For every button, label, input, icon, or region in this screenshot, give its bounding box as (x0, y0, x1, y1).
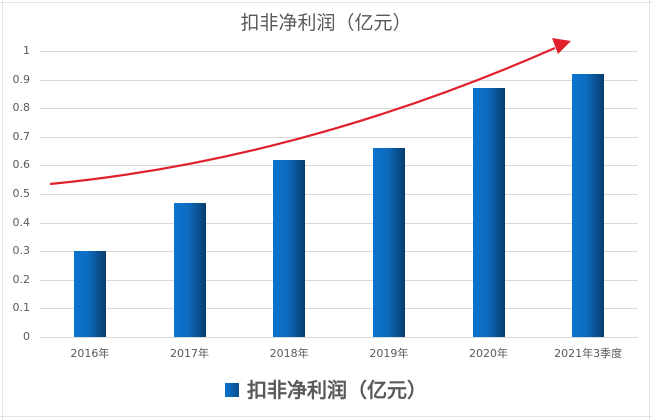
gridline (40, 308, 638, 310)
bar (472, 88, 505, 337)
gridline (40, 279, 638, 281)
gridline (40, 79, 638, 81)
y-tick-label: 1 (23, 44, 30, 57)
gridline (40, 222, 638, 224)
x-tick-label: 2017年 (170, 347, 209, 360)
x-tick-label: 2018年 (269, 347, 309, 360)
bar (173, 202, 206, 337)
bar (572, 73, 605, 337)
bar (273, 159, 306, 337)
x-tick-label: 2020年 (469, 347, 508, 360)
bar (372, 148, 405, 337)
gridline (40, 165, 638, 167)
x-tick-label: 2016年 (70, 347, 110, 360)
legend-swatch-icon (225, 382, 239, 397)
plot-area (40, 51, 638, 338)
y-tick-label: 0.1 (12, 301, 31, 315)
gridline (40, 251, 638, 253)
legend-label: 扣非净利润（亿元） (247, 378, 427, 402)
x-tick-label: 2021年3季度 (554, 347, 623, 360)
gridline (40, 108, 638, 110)
y-tick-label: 0.7 (12, 129, 31, 143)
gridline (40, 337, 638, 338)
y-tick-label: 0.2 (12, 272, 31, 286)
y-tick-label: 0 (23, 330, 30, 343)
y-tick-label: 0.8 (12, 101, 31, 115)
x-tick-label: 2019年 (369, 347, 409, 360)
bar (73, 251, 106, 337)
y-tick-label: 0.4 (12, 215, 31, 229)
gridline (40, 136, 638, 138)
legend: 扣非净利润（亿元） (0, 374, 652, 403)
y-tick-label: 0.9 (12, 72, 31, 86)
y-tick-label: 0.3 (12, 244, 31, 258)
y-tick-label: 0.5 (12, 187, 31, 200)
gridline (40, 51, 638, 52)
chart-title: 扣非净利润（亿元） (240, 12, 412, 34)
gridline (40, 194, 638, 195)
y-tick-label: 0.6 (12, 158, 31, 172)
